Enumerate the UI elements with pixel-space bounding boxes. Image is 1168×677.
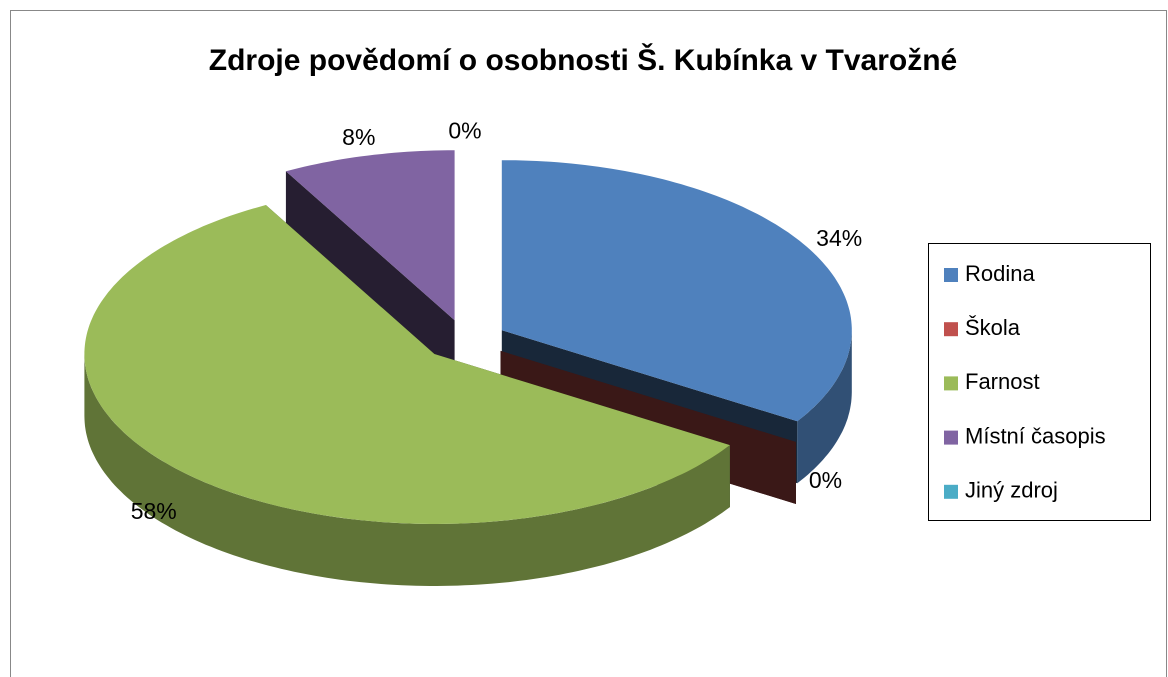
slice-side	[797, 330, 852, 484]
legend-swatch	[944, 268, 958, 282]
slice-top	[84, 205, 730, 524]
slice-side	[84, 354, 730, 586]
chart-border	[10, 10, 1167, 677]
data-label: 0%	[809, 467, 842, 493]
legend-swatch	[944, 484, 958, 499]
legend-swatch	[944, 376, 958, 391]
data-label: 34%	[816, 225, 862, 251]
data-label: 58%	[131, 498, 177, 524]
legend-box	[928, 243, 1151, 521]
slice-top	[285, 150, 455, 321]
legend-label: Rodina	[965, 261, 1035, 286]
slice	[285, 150, 455, 383]
legend-label: Jiný zdroj	[965, 478, 1058, 503]
legend-swatch	[944, 322, 958, 337]
legend-label: Farnost	[965, 369, 1040, 394]
data-label: 8%	[342, 124, 375, 150]
data-label: 0%	[448, 118, 481, 144]
slice	[84, 205, 730, 586]
legend-label: Místní časopis	[965, 423, 1106, 448]
slice-top	[501, 160, 852, 422]
legend-label: Škola	[965, 315, 1021, 340]
slice-cut-face	[285, 171, 455, 383]
legend-swatch	[944, 430, 958, 445]
chart-title: Zdroje povědomí o osobnosti Š. Kubínka v…	[209, 43, 957, 77]
